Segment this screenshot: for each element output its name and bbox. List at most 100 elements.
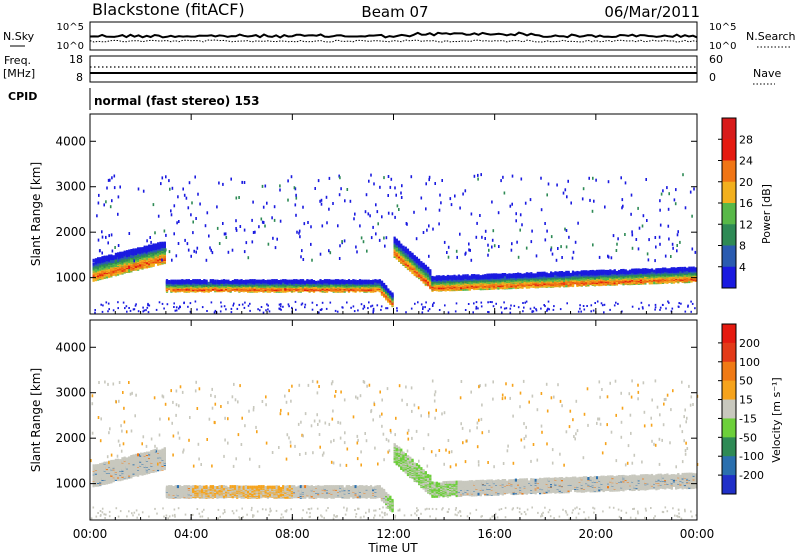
echo-cell — [288, 279, 291, 283]
echo-cell — [422, 262, 425, 266]
echo-cell — [92, 258, 95, 262]
echo-cell — [532, 273, 535, 277]
echo-cell — [481, 274, 485, 278]
echo-cell — [495, 273, 498, 277]
echo-cell — [332, 279, 335, 283]
echo-cell — [145, 247, 149, 251]
echo-cell — [121, 251, 124, 255]
echo-cell — [438, 277, 441, 280]
echo-cell — [194, 279, 197, 283]
freq-unit: [MHz] — [3, 67, 35, 80]
echo-cell — [211, 279, 215, 283]
echo-cell — [506, 273, 509, 277]
echo-cell — [168, 280, 171, 283]
echo-cell — [123, 255, 126, 259]
echo-cell — [277, 280, 280, 283]
echo-cell — [244, 279, 247, 283]
echo-cell — [293, 279, 296, 283]
echo-cell — [125, 250, 129, 254]
echo-cell — [406, 248, 410, 252]
echo-cell — [365, 279, 368, 283]
echo-cell — [429, 269, 432, 273]
cpid-text: normal (fast stereo) 153 — [94, 94, 260, 108]
echo-cell — [422, 280, 425, 284]
echo-cell — [284, 279, 287, 283]
nsky-tick-top: 10^5 — [57, 22, 84, 33]
echo-cell — [455, 287, 458, 291]
echo-cell — [282, 279, 285, 283]
echo-cell — [345, 282, 348, 286]
echo-cell — [308, 288, 311, 292]
echo-cell — [435, 288, 438, 292]
echo-cell — [209, 282, 212, 286]
echo-cell — [108, 272, 111, 276]
echo-cell — [176, 279, 179, 283]
echo-cell — [201, 280, 204, 283]
echo-cell — [473, 274, 476, 277]
echo-cell — [242, 280, 245, 283]
echo-cell — [501, 273, 504, 276]
echo-cell — [462, 274, 465, 278]
echo-cell — [207, 281, 210, 285]
station-title: Blackstone (fitACF) — [92, 0, 245, 19]
echo-cell — [457, 274, 460, 278]
echo-cell — [543, 271, 546, 275]
echo-cell — [317, 280, 320, 284]
echo-cell — [424, 264, 427, 268]
echo-cell — [387, 288, 390, 292]
echo-cell — [279, 279, 283, 283]
echo-cell — [446, 274, 449, 278]
echo-cell — [514, 273, 517, 276]
echo-cell — [438, 275, 441, 279]
echo-cell — [190, 280, 193, 283]
echo-cell — [253, 279, 256, 283]
nsky-tick-bottom: 10^0 — [57, 41, 84, 52]
echo-cell — [306, 279, 309, 283]
echo-cell — [170, 279, 173, 283]
echo-cell — [317, 282, 320, 286]
nsky-trace — [89, 31, 698, 39]
echo-cell — [427, 266, 430, 270]
echo-cell — [411, 252, 414, 256]
echo-cell — [119, 251, 122, 255]
freq-panel: Freq. [MHz] 18 8 60 0 Nave — [3, 53, 781, 85]
echo-cell — [398, 240, 401, 244]
echo-cell — [512, 273, 515, 277]
echo-cell — [105, 260, 109, 264]
echo-cell — [523, 273, 526, 277]
echo-cell — [286, 279, 289, 283]
echo-cell — [530, 272, 533, 276]
echo-cell — [525, 284, 528, 288]
echo-cell — [519, 272, 522, 276]
echo-cell — [145, 245, 149, 249]
echo-cell — [240, 279, 243, 283]
echo-cell — [521, 273, 524, 277]
echo-cell — [308, 279, 311, 283]
echo-cell — [187, 279, 190, 283]
echo-cell — [218, 280, 221, 283]
echo-cell — [214, 281, 217, 285]
echo-cell — [161, 241, 164, 245]
echo-cell — [525, 272, 528, 276]
echo-cell — [196, 279, 199, 283]
echo-cell — [385, 285, 388, 289]
cpid-panel: CPID normal (fast stereo) 153 — [8, 88, 260, 110]
echo-cell — [114, 252, 117, 256]
echo-cell — [258, 279, 261, 283]
echo-cell — [216, 279, 219, 283]
echo-cell — [431, 275, 434, 279]
echo-cell — [367, 279, 370, 283]
echo-cell — [238, 279, 241, 283]
echo-cell — [179, 279, 182, 283]
echo-cell — [220, 279, 223, 283]
echo-cell — [117, 252, 120, 256]
freq-label: Freq. — [4, 54, 31, 67]
echo-cell — [92, 262, 95, 266]
echo-cell — [400, 243, 403, 247]
echo-cell — [148, 244, 151, 248]
echo-cell — [449, 275, 452, 279]
echo-cell — [374, 281, 377, 285]
echo-cell — [108, 254, 111, 258]
